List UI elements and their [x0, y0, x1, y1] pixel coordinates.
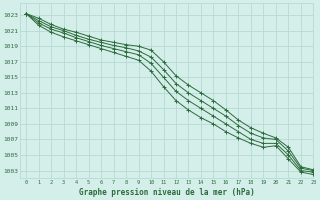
X-axis label: Graphe pression niveau de la mer (hPa): Graphe pression niveau de la mer (hPa)	[79, 188, 254, 197]
